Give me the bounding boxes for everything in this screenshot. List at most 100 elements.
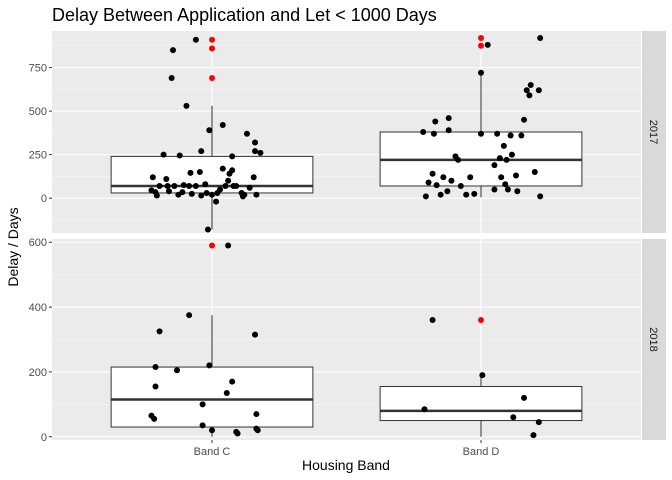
data-point: [425, 179, 432, 186]
data-point: [498, 174, 505, 181]
data-point: [437, 191, 444, 198]
data-point: [478, 130, 484, 137]
data-point: [523, 87, 530, 94]
data-point: [471, 190, 478, 197]
data-point: [467, 174, 474, 181]
data-point: [491, 162, 498, 169]
data-point: [421, 406, 428, 413]
data-point: [204, 226, 211, 233]
data-point: [188, 190, 195, 197]
data-point: [252, 148, 259, 155]
facet-label: 2018: [647, 327, 659, 351]
data-point: [229, 153, 236, 160]
data-point: [455, 156, 462, 163]
panel-2018: 0 200 400 600 2018: [29, 237, 666, 444]
data-point: [152, 383, 159, 390]
y-tick-label: 0: [41, 432, 47, 444]
data-point: [420, 129, 427, 135]
data-point: [484, 41, 491, 48]
data-point: [187, 169, 194, 176]
data-point: [165, 188, 172, 195]
facet-label: 2017: [647, 120, 659, 144]
outlier-point: [209, 242, 215, 249]
data-point: [169, 47, 176, 54]
data-point: [186, 312, 193, 319]
data-point: [229, 167, 236, 174]
data-point: [250, 174, 257, 181]
data-point: [192, 182, 199, 189]
data-point: [217, 186, 224, 193]
x-axis-label: Housing Band: [302, 457, 390, 473]
panel-2017: 0 250 500 750 2017: [29, 31, 666, 233]
data-point: [253, 411, 260, 418]
data-point: [448, 177, 455, 184]
data-point: [219, 122, 226, 129]
outlier-point: [209, 75, 215, 82]
data-point: [225, 242, 232, 249]
data-point: [202, 181, 209, 188]
data-point: [502, 181, 509, 188]
box-iqr: [110, 366, 314, 428]
data-point: [209, 191, 215, 198]
data-point: [241, 191, 248, 198]
data-point: [508, 151, 515, 158]
data-point: [422, 193, 429, 200]
data-point: [186, 182, 193, 189]
y-tick-label: 200: [29, 367, 47, 379]
data-point: [149, 174, 156, 181]
outlier-point: [209, 45, 215, 52]
data-point: [160, 151, 167, 158]
data-point: [180, 182, 187, 189]
data-point: [429, 170, 436, 177]
data-point: [430, 130, 437, 137]
data-point: [198, 148, 205, 155]
data-point: [440, 174, 447, 181]
data-point: [463, 191, 470, 198]
data-point: [518, 132, 525, 139]
data-point: [535, 419, 542, 426]
data-point: [531, 169, 538, 176]
data-point: [196, 169, 203, 176]
data-point: [429, 317, 436, 324]
data-point: [445, 115, 452, 122]
data-point: [213, 198, 220, 205]
data-point: [156, 182, 163, 189]
facet-strip: [642, 31, 666, 233]
data-point: [512, 172, 519, 179]
box-band-d: [379, 72, 583, 198]
y-tick-label: 0: [41, 193, 47, 205]
data-point: [445, 127, 452, 134]
y-tick-label: 750: [29, 63, 47, 75]
data-point: [246, 184, 253, 191]
y-tick-label: 250: [29, 150, 47, 162]
data-point: [457, 182, 464, 189]
data-point: [223, 389, 230, 396]
data-point: [479, 372, 486, 379]
data-point: [183, 102, 190, 109]
data-point: [514, 188, 521, 195]
data-point: [507, 132, 514, 139]
data-point: [233, 182, 240, 189]
data-point: [521, 116, 528, 123]
data-point: [494, 130, 501, 137]
data-point: [152, 364, 159, 371]
box-iqr: [110, 155, 314, 194]
outlier-point: [478, 34, 484, 41]
data-point: [179, 189, 186, 196]
outlier-point: [209, 36, 215, 43]
data-point: [504, 186, 511, 193]
box-band-c: [110, 105, 314, 230]
data-point: [257, 149, 264, 156]
data-point: [243, 130, 250, 137]
outlier-point: [478, 42, 484, 49]
data-point: [153, 192, 160, 199]
data-point: [203, 189, 210, 196]
data-point: [206, 127, 213, 134]
data-point: [521, 394, 528, 401]
data-point: [209, 427, 215, 434]
data-point: [491, 186, 498, 193]
data-point: [527, 81, 534, 88]
data-point: [171, 182, 178, 189]
data-point: [478, 69, 484, 76]
data-point: [535, 87, 542, 94]
